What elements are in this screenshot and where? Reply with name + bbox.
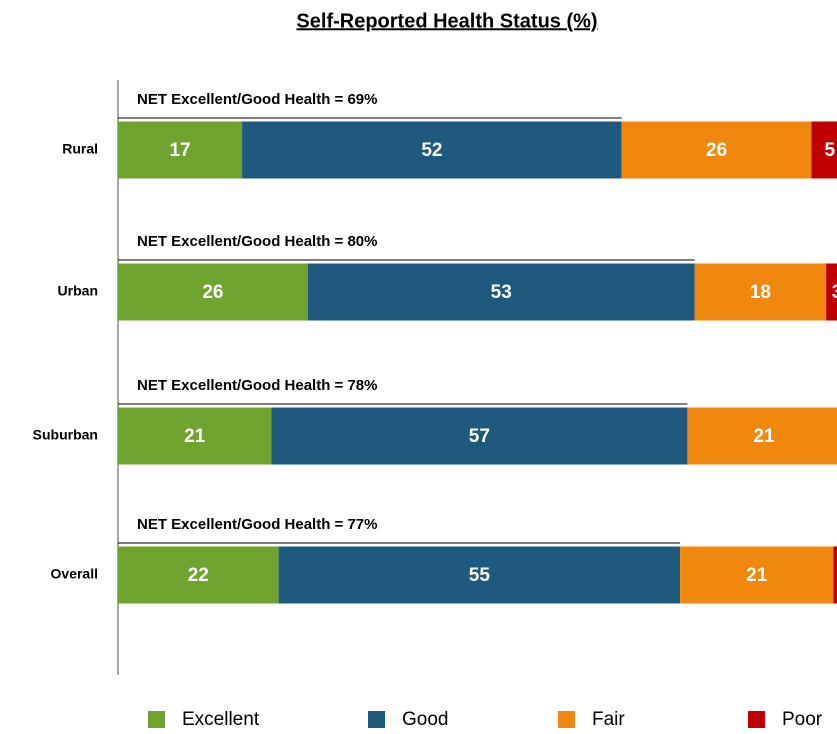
- value-label: 22: [188, 565, 209, 586]
- legend-swatch: [558, 711, 575, 728]
- legend-swatch: [368, 711, 385, 728]
- bar-segment: [307, 263, 695, 321]
- value-label: 5: [824, 140, 835, 161]
- value-label: 3: [832, 282, 837, 303]
- category-label: Overall: [51, 566, 98, 582]
- value-label: 21: [746, 565, 768, 586]
- bar-segment: [687, 407, 837, 465]
- legend-label: Good: [402, 709, 448, 730]
- bar-segment: [118, 121, 243, 179]
- bar-segment: [242, 121, 622, 179]
- value-label: 21: [184, 426, 206, 447]
- value-label: 18: [750, 282, 771, 303]
- legend-label: Poor: [782, 709, 823, 730]
- net-annotation: NET Excellent/Good Health = 69%: [137, 91, 377, 108]
- value-label: 26: [706, 140, 727, 161]
- value-label: 53: [491, 282, 512, 303]
- chart-title: Self-Reported Health Status (%): [296, 10, 597, 32]
- category-label: Urban: [58, 283, 98, 299]
- category-label: Rural: [62, 141, 98, 157]
- value-label: 26: [202, 282, 223, 303]
- bar-segment: [271, 407, 688, 465]
- bar-segment: [278, 546, 681, 604]
- value-label: 55: [469, 565, 491, 586]
- bar-segment: [826, 263, 837, 321]
- bar-segment: [118, 546, 279, 604]
- bar-segment: [621, 121, 812, 179]
- legend-label: Excellent: [182, 709, 260, 730]
- bar-segment: [833, 546, 837, 604]
- value-label: 21: [753, 426, 775, 447]
- legend-label: Fair: [592, 709, 625, 730]
- value-label: 52: [421, 140, 442, 161]
- net-annotation: NET Excellent/Good Health = 78%: [137, 377, 377, 394]
- bar-segment: [694, 263, 827, 321]
- net-annotation: NET Excellent/Good Health = 80%: [137, 233, 377, 250]
- legend-swatch: [148, 711, 165, 728]
- net-annotation: NET Excellent/Good Health = 77%: [137, 516, 377, 533]
- bar-segment: [811, 121, 837, 179]
- legend-swatch: [748, 711, 765, 728]
- value-label: 57: [469, 426, 490, 447]
- bar-segment: [118, 407, 272, 465]
- category-label: Suburban: [33, 427, 98, 443]
- bar-segment: [118, 263, 308, 321]
- bar-segment: [680, 546, 834, 604]
- value-label: 17: [169, 140, 190, 161]
